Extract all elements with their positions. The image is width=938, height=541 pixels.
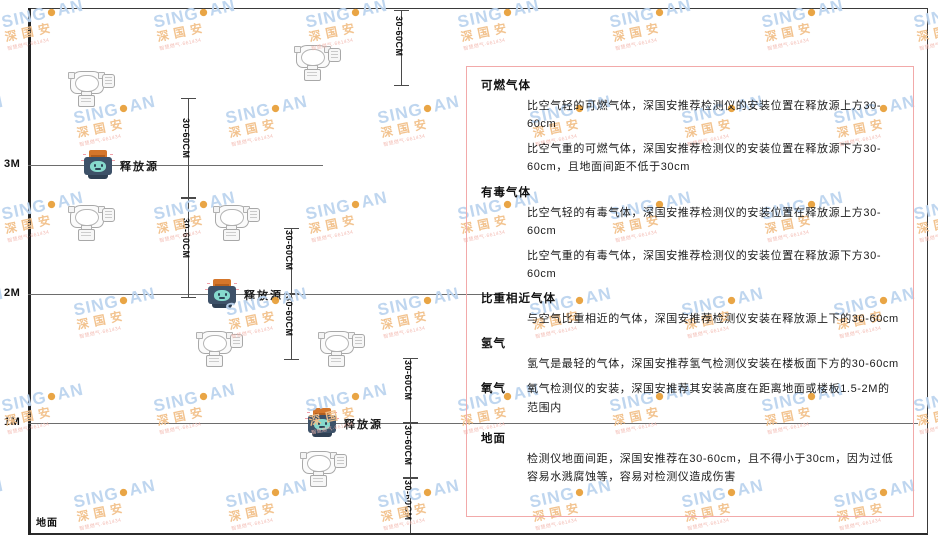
section-paragraph: 氢气是最轻的气体，深国安推荐氢气检测仪安装在楼板面下方的30-60cm bbox=[527, 358, 899, 371]
gas-detector-icon bbox=[318, 330, 366, 367]
gas-detector-icon bbox=[196, 330, 244, 367]
frame-right-border bbox=[927, 8, 928, 534]
frame-bottom-border bbox=[28, 533, 928, 535]
section-paragraph: 氧气检测仪的安装，深国安推荐其安装高度在距离地面或楼板1.5-2M的范围内 bbox=[527, 383, 890, 414]
section-paragraph: 比空气重的可燃气体，深国安推荐检测仪的安装位置在释放源下方30-60cm，且地面… bbox=[527, 143, 882, 174]
section-paragraph: 比空气轻的可燃气体，深国安推荐检测仪的安装位置在释放源上方30-60cm bbox=[527, 100, 882, 131]
section-title: 地面 bbox=[481, 432, 506, 445]
leader-line bbox=[380, 423, 402, 424]
level-label-2m: 2M bbox=[4, 287, 21, 299]
gas-detector-icon bbox=[213, 204, 261, 241]
section-paragraph: 比空气重的有毒气体，深国安推荐检测仪的安装位置在释放源下方30-60cm bbox=[527, 249, 882, 280]
release-source-icon bbox=[305, 408, 339, 438]
section-hydrogen: 氢气 氢气是最轻的气体，深国安推荐氢气检测仪安装在楼板面下方的30-60cm bbox=[481, 335, 899, 373]
release-source-icon bbox=[205, 279, 239, 309]
section-toxic-gas: 有毒气体 比空气轻的有毒气体，深国安推荐检测仪的安装位置在释放源上方30-60c… bbox=[481, 184, 899, 284]
section-oxygen: 氧气 氧气检测仪的安装，深国安推荐其安装高度在距离地面或楼板1.5-2M的范围内 bbox=[481, 380, 899, 416]
section-title: 可燃气体 bbox=[481, 80, 531, 92]
level-line-1m bbox=[28, 423, 918, 424]
release-source-icon bbox=[81, 150, 115, 180]
vertical-axis bbox=[28, 8, 31, 535]
level-line-2m bbox=[28, 294, 508, 295]
release-source-label: 释放源 bbox=[244, 290, 283, 302]
gas-detector-icon bbox=[300, 450, 348, 487]
section-title: 比重相近气体 bbox=[481, 293, 556, 306]
release-source-label: 释放源 bbox=[344, 419, 383, 431]
release-source-label: 释放源 bbox=[120, 161, 159, 173]
gas-detector-icon bbox=[68, 70, 116, 107]
level-line-3m bbox=[28, 165, 323, 166]
level-label-3m: 3M bbox=[4, 158, 21, 170]
frame-top-border bbox=[28, 8, 928, 9]
section-paragraph: 检测仪地面间距，深国安推荐在30-60cm，且不得小于30cm，因为过低容易水溅… bbox=[527, 452, 894, 483]
section-flammable-gas: 可燃气体 比空气轻的可燃气体，深国安推荐检测仪的安装位置在释放源上方30-60c… bbox=[481, 77, 899, 177]
level-label-1m: 1M bbox=[4, 416, 21, 428]
section-paragraph: 与空气比重相近的气体，深国安推荐检测仪安装在释放源上下的30-60cm bbox=[527, 313, 899, 326]
section-title: 氧气 bbox=[481, 383, 506, 396]
section-paragraph: 比空气轻的有毒气体，深国安推荐检测仪的安装位置在释放源上方30-60cm bbox=[527, 206, 882, 237]
ground-label: 地面 bbox=[36, 518, 58, 529]
section-title: 氢气 bbox=[481, 338, 506, 351]
gas-detector-icon bbox=[68, 204, 116, 241]
section-ground: 地面 检测仪地面间距，深国安推荐在30-60cm，且不得小于30cm，因为过低容… bbox=[481, 430, 899, 486]
guidelines-panel: 可燃气体 比空气轻的可燃气体，深国安推荐检测仪的安装位置在释放源上方30-60c… bbox=[466, 66, 914, 517]
section-title: 有毒气体 bbox=[481, 186, 531, 199]
section-similar-density-gas: 比重相近气体 与空气比重相近的气体，深国安推荐检测仪安装在释放源上下的30-60… bbox=[481, 290, 899, 328]
gas-detector-icon bbox=[294, 44, 342, 81]
